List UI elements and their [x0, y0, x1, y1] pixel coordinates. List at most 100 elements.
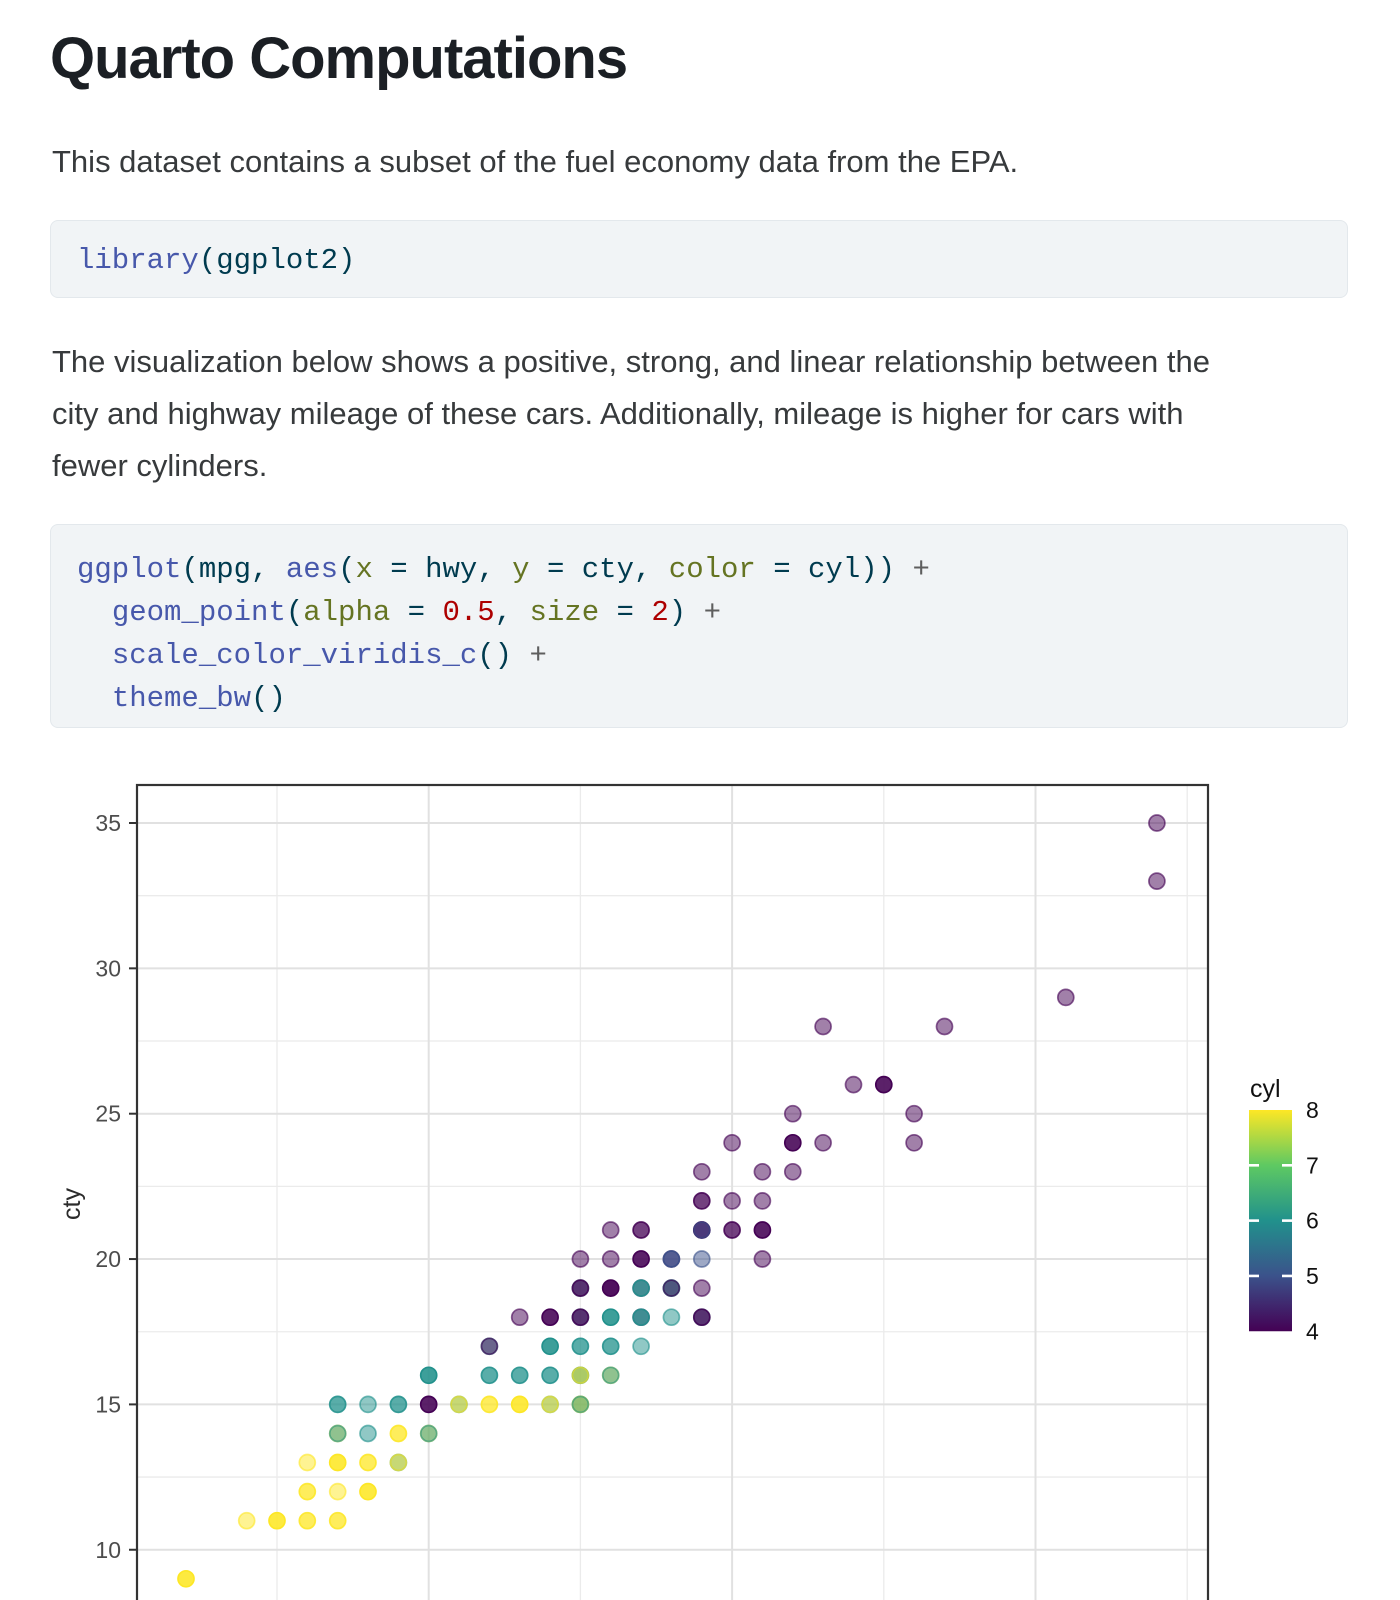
legend-tick-label: 7: [1306, 1152, 1319, 1178]
data-point: [328, 1482, 347, 1501]
data-point: [662, 1279, 681, 1297]
data-point: [632, 1337, 650, 1356]
data-point: [510, 1308, 529, 1327]
data-point: [480, 1395, 499, 1414]
data-point: [298, 1453, 317, 1472]
data-point: [783, 1104, 802, 1123]
data-point: [692, 1221, 711, 1239]
page-title: Quarto Computations: [50, 26, 628, 91]
data-point: [571, 1279, 590, 1297]
data-point: [905, 1104, 923, 1123]
data-point: [753, 1221, 772, 1239]
data-point: [753, 1250, 772, 1268]
data-point: [632, 1279, 650, 1297]
data-point: [723, 1133, 741, 1152]
legend-tick-label: 8: [1306, 1097, 1319, 1123]
data-point: [359, 1424, 377, 1443]
data-point: [601, 1308, 620, 1327]
code-block-library: library(ggplot2): [50, 220, 1348, 298]
y-tick-label: 20: [95, 1246, 121, 1272]
data-point: [177, 1569, 195, 1588]
data-point: [935, 1017, 954, 1036]
data-point: [632, 1308, 650, 1327]
data-point: [814, 1133, 832, 1152]
data-point: [601, 1337, 620, 1356]
data-point: [844, 1075, 863, 1094]
data-point: [662, 1250, 681, 1268]
data-point: [601, 1366, 620, 1385]
data-point: [571, 1337, 590, 1356]
data-point: [723, 1192, 741, 1210]
data-point: [783, 1162, 802, 1181]
legend-title: cyl: [1250, 1075, 1281, 1103]
data-point: [510, 1366, 529, 1385]
y-axis-title: cty: [58, 1188, 86, 1220]
data-point: [753, 1192, 772, 1210]
data-point: [298, 1482, 317, 1501]
data-point: [480, 1366, 499, 1385]
data-point: [723, 1221, 741, 1239]
y-tick-label: 10: [95, 1537, 121, 1563]
data-point: [541, 1337, 559, 1356]
data-point: [692, 1192, 711, 1210]
gridlines-minor: [137, 785, 1208, 1600]
y-tick-label: 15: [95, 1391, 121, 1417]
data-point: [692, 1162, 711, 1181]
data-point: [1148, 814, 1166, 832]
data-point: [541, 1366, 559, 1385]
data-point: [1056, 988, 1075, 1007]
data-point: [328, 1395, 347, 1414]
scatter-points: [177, 814, 1166, 1588]
data-point: [632, 1221, 650, 1239]
data-point: [359, 1453, 377, 1472]
y-tick-label: 30: [95, 955, 121, 981]
legend-tick-label: 6: [1306, 1208, 1319, 1234]
data-point: [237, 1511, 256, 1530]
data-point: [753, 1162, 772, 1181]
data-point: [268, 1511, 286, 1530]
data-point: [298, 1511, 317, 1530]
intro-paragraph: This dataset contains a subset of the fu…: [52, 144, 1019, 179]
plot-panel: [137, 785, 1208, 1600]
data-point: [541, 1395, 559, 1414]
data-point: [359, 1482, 377, 1501]
data-point: [814, 1017, 832, 1036]
data-point: [450, 1395, 468, 1414]
data-point: [419, 1395, 438, 1414]
data-point: [874, 1075, 893, 1094]
data-point: [541, 1308, 559, 1327]
data-point: [510, 1395, 529, 1414]
data-point: [389, 1453, 408, 1472]
data-point: [601, 1250, 620, 1268]
data-point: [571, 1308, 590, 1327]
data-point: [692, 1279, 711, 1297]
data-point: [692, 1308, 711, 1327]
data-point: [419, 1366, 438, 1385]
data-point: [571, 1250, 590, 1268]
data-point: [632, 1250, 650, 1268]
data-point: [601, 1279, 620, 1297]
y-tick-label: 35: [95, 810, 121, 836]
data-point: [389, 1395, 408, 1414]
data-point: [328, 1424, 347, 1443]
data-point: [692, 1250, 711, 1268]
description-paragraph: The visualization below shows a positive…: [52, 344, 1211, 483]
data-point: [905, 1133, 923, 1152]
data-point: [783, 1133, 802, 1152]
code-block-ggplot: ggplot(mpg, aes(x = hwy, y = cty, color …: [50, 524, 1348, 728]
data-point: [571, 1395, 590, 1414]
data-point: [662, 1308, 681, 1327]
panel-border: [135, 783, 1210, 1600]
data-point: [359, 1395, 377, 1414]
code-library-text: library(ggplot2): [77, 244, 356, 277]
cty-vs-hwy-scatter-plot: 10 15 20 25 30 35 cty cyl 8 7 6 5 4: [58, 783, 1319, 1600]
legend-tick-label: 4: [1306, 1318, 1319, 1344]
legend-tick-label: 5: [1306, 1263, 1319, 1289]
y-axis-ticks: 10 15 20 25 30 35: [95, 810, 137, 1563]
data-point: [571, 1366, 590, 1385]
code-ggplot-text: ggplot(mpg, aes(x = hwy, y = cty, color …: [77, 553, 930, 715]
data-point: [480, 1337, 499, 1356]
data-point: [328, 1453, 347, 1472]
legend-cyl: cyl 8 7 6 5 4: [1249, 1075, 1319, 1344]
